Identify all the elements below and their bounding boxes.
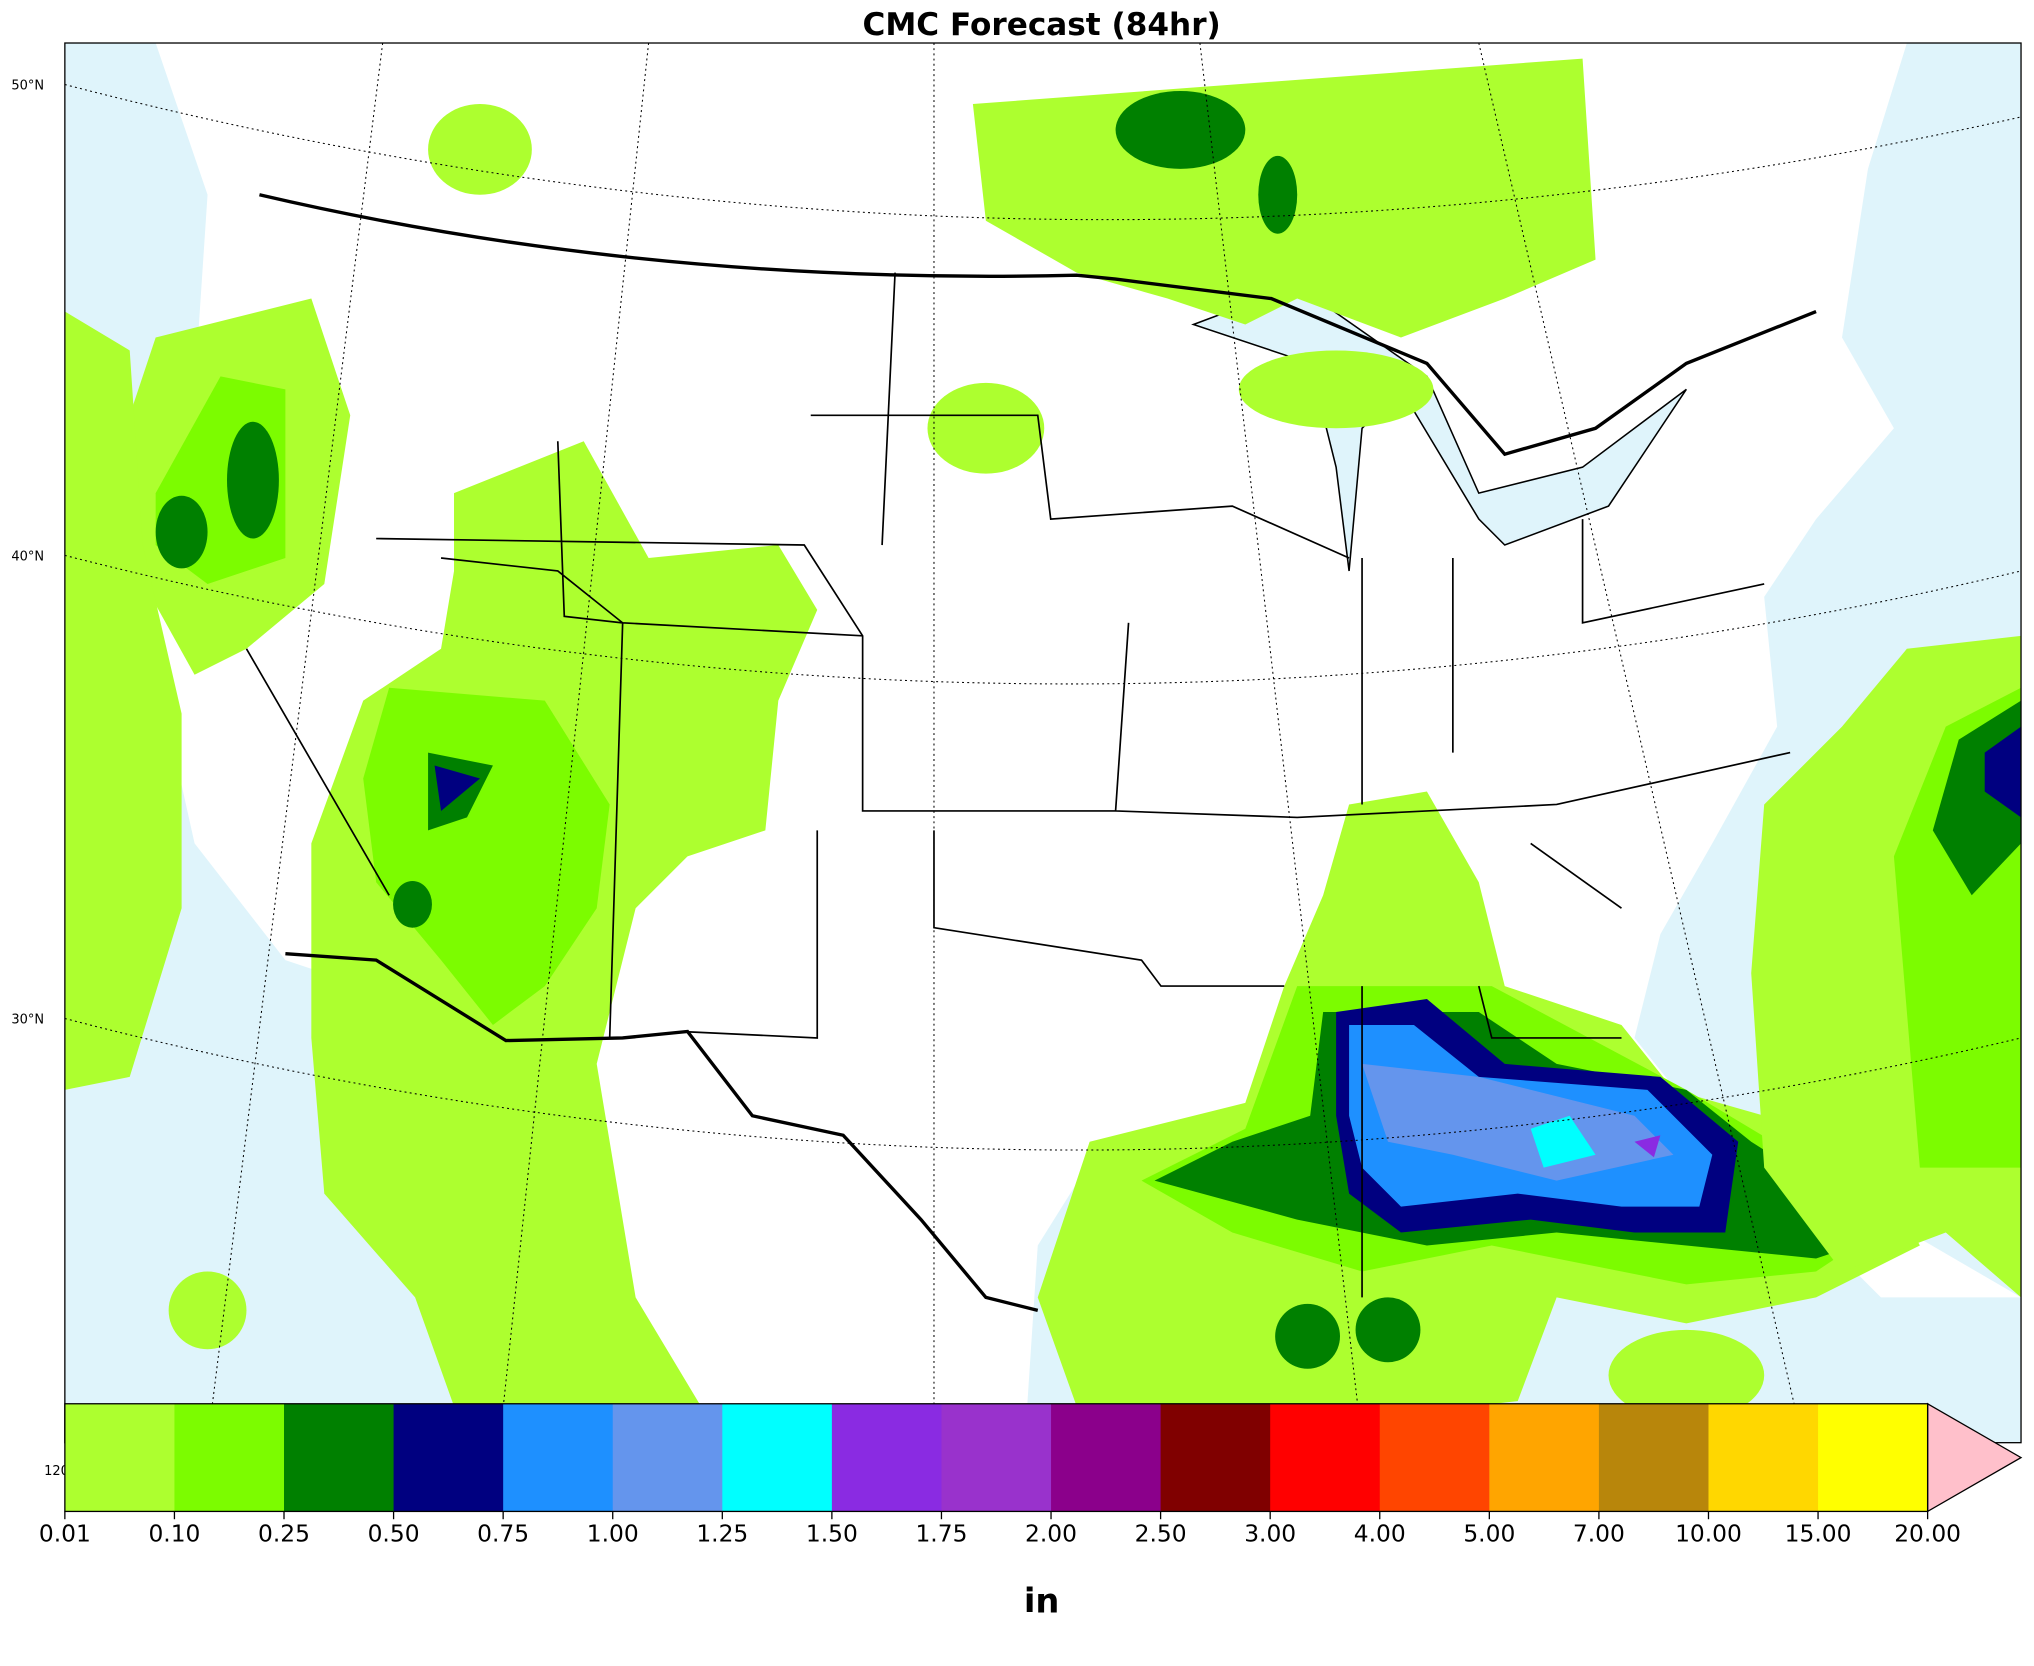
latitude-labels: 50°N 40°N 30°N xyxy=(11,79,44,1028)
colorbar-segment xyxy=(831,1403,943,1512)
colorbar-segment xyxy=(393,1403,504,1512)
colorbar-tick-label: 1.25 xyxy=(696,1519,748,1547)
colorbar-tick-label: 1.00 xyxy=(587,1519,639,1547)
colorbar-tick-label: 0.25 xyxy=(258,1519,310,1547)
colorbar-segment xyxy=(1160,1403,1271,1512)
colorbar-tick-label: 0.01 xyxy=(39,1519,91,1547)
colorbar-segment xyxy=(64,1403,176,1512)
colorbar-tick-label: 20.00 xyxy=(1894,1519,1961,1547)
latitude-label: 30°N xyxy=(11,1013,44,1028)
colorbar-tick-label: 0.75 xyxy=(477,1519,529,1547)
colorbar-segment xyxy=(1270,1403,1381,1512)
colorbar-segment xyxy=(1051,1403,1162,1512)
colorbar-tick-label: 3.00 xyxy=(1244,1519,1296,1547)
colorbar-tick-label: 10.00 xyxy=(1675,1519,1742,1547)
pacific-ocean xyxy=(64,43,623,1443)
colorbar-segment xyxy=(1489,1403,1600,1512)
colorbar-unit: in xyxy=(1024,1582,1060,1621)
latitude-label: 40°N xyxy=(11,550,44,565)
colorbar-tick-label: 2.00 xyxy=(1025,1519,1077,1547)
colorbar-tick-label: 7.00 xyxy=(1573,1519,1625,1547)
map xyxy=(64,42,2022,1444)
colorbar-segment xyxy=(941,1403,1052,1512)
colorbar-tick-label: 1.75 xyxy=(915,1519,967,1547)
colorbar-segment xyxy=(612,1403,723,1512)
map-title: CMC Forecast (84hr) xyxy=(862,7,1220,43)
latitude-label: 50°N xyxy=(11,79,44,94)
colorbar-tick-label: 5.00 xyxy=(1463,1519,1515,1547)
graticule xyxy=(64,43,2022,1443)
colorbar-segment xyxy=(1598,1403,1710,1512)
colorbar-frame xyxy=(64,1403,1929,1513)
colorbar-segment xyxy=(1379,1403,1490,1512)
colorbar-tick-label: 4.00 xyxy=(1354,1519,1406,1547)
colorbar-segment xyxy=(284,1403,395,1512)
colorbar: 0.01 0.10 0.25 0.50 0.75 1.00 1.25 1.50 1.75 2.00… xyxy=(39,1402,2023,1621)
colorbar-segment xyxy=(1818,1403,1929,1512)
colorbar-tick-label: 1.50 xyxy=(806,1519,858,1547)
colorbar-tick-label: 2.50 xyxy=(1135,1519,1187,1547)
colorbar-tick-label: 0.50 xyxy=(368,1519,420,1547)
colorbar-segment xyxy=(722,1403,833,1512)
colorbar-segment xyxy=(174,1403,285,1512)
colorbar-tick-label: 0.10 xyxy=(148,1519,200,1547)
colorbar-segment xyxy=(503,1403,614,1512)
political-borders xyxy=(245,193,1817,1313)
colorbar-tick-label: 15.00 xyxy=(1785,1519,1852,1547)
colorbar-segment xyxy=(1708,1403,1819,1512)
precip-field xyxy=(64,58,2022,1443)
